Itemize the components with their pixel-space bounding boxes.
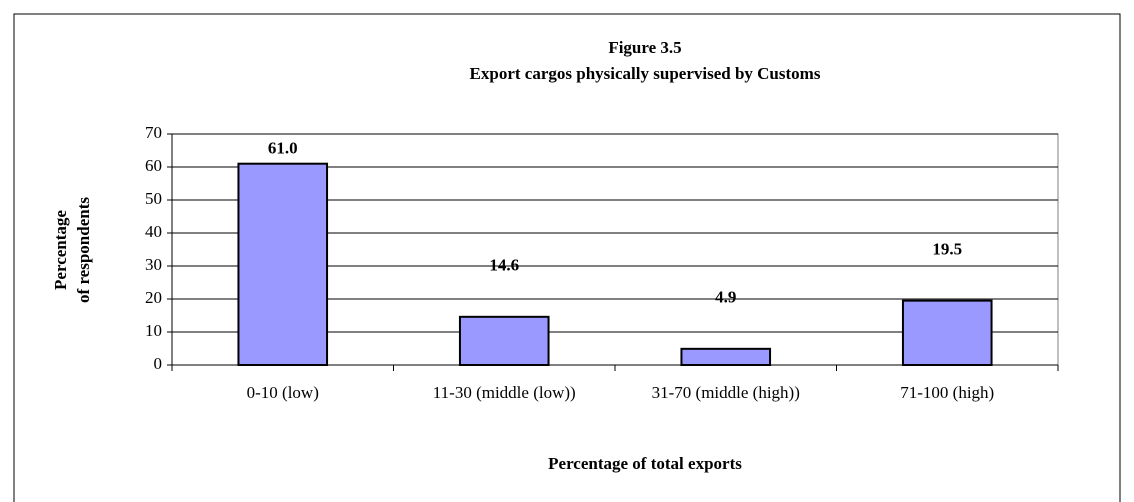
x-axis-label: Percentage of total exports xyxy=(548,454,742,473)
bar xyxy=(680,347,772,366)
data-label: 61.0 xyxy=(268,139,298,158)
y-tick-label: 70 xyxy=(145,123,162,142)
y-tick-label: 10 xyxy=(145,321,162,340)
chart-subtitle: Export cargos physically supervised by C… xyxy=(470,64,821,83)
bar xyxy=(237,162,329,366)
y-tick-label: 20 xyxy=(145,288,162,307)
bar xyxy=(458,315,550,367)
x-tick-label: 31-70 (middle (high)) xyxy=(652,383,800,402)
x-tick-label: 11-30 (middle (low)) xyxy=(433,383,576,402)
y-tick-label: 50 xyxy=(145,189,162,208)
data-label: 4.9 xyxy=(715,288,736,307)
y-tick-label: 30 xyxy=(145,255,162,274)
y-tick-label: 0 xyxy=(154,354,163,373)
y-axis-label: of respondents xyxy=(74,197,93,303)
chart-border xyxy=(13,13,1121,502)
y-axis-label: Percentage xyxy=(51,210,70,290)
data-label: 19.5 xyxy=(932,240,962,259)
chart-title: Figure 3.5 xyxy=(608,38,681,57)
y-tick-label: 60 xyxy=(145,156,162,175)
x-tick-label: 0-10 (low) xyxy=(247,383,319,402)
x-tick-label: 71-100 (high) xyxy=(900,383,994,402)
y-tick-label: 40 xyxy=(145,222,162,241)
data-label: 14.6 xyxy=(489,256,519,275)
bar xyxy=(901,299,993,366)
